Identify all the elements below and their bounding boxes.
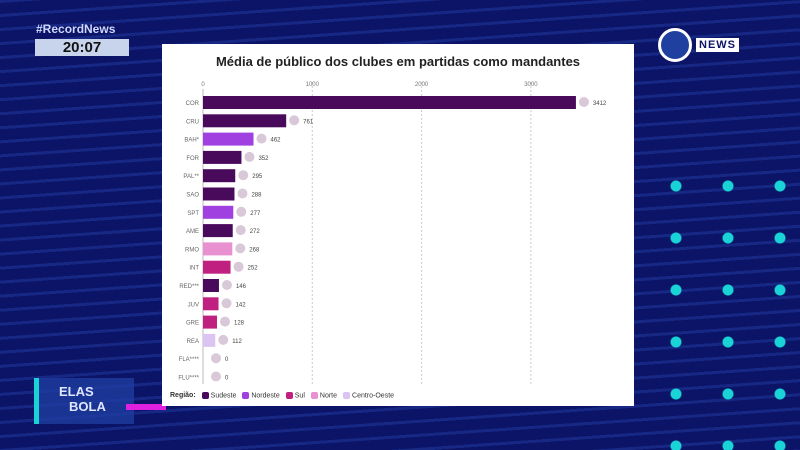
value-label: 277 <box>250 211 261 217</box>
record-logo-icon <box>658 28 692 62</box>
x-tick-label: 3000 <box>524 82 538 88</box>
bar <box>203 150 242 164</box>
club-crest-icon <box>211 371 221 382</box>
legend-swatch <box>242 392 250 399</box>
category-label: FOR <box>186 156 199 162</box>
channel-logo: NEWS <box>658 28 739 62</box>
value-label: 268 <box>249 247 260 253</box>
news-label: NEWS <box>696 38 739 52</box>
legend: Região: Sudeste Nordeste Sul Norte Centro-Oes… <box>170 392 394 399</box>
bar <box>203 96 576 109</box>
category-label: AME <box>186 229 199 235</box>
bar <box>203 114 287 128</box>
club-crest-icon <box>211 353 221 364</box>
program-logo: ELAS BOLA <box>34 378 134 424</box>
category-label: SPT <box>187 211 199 217</box>
legend-label: Sudeste <box>210 392 237 400</box>
chart-panel: 0 1000 2000 3000 COR 3412 CRU 761 BAH* 462 FOR 352 P… <box>162 44 634 406</box>
category-label: COR <box>186 101 200 107</box>
legend-swatch <box>201 392 209 399</box>
bar <box>203 224 233 238</box>
value-label: 3412 <box>593 101 607 107</box>
legend-swatch <box>285 392 293 399</box>
x-tick-label: 0 <box>201 82 205 88</box>
bar-chart: 0 1000 2000 3000 COR 3412 CRU 761 BAH* 462 FOR 352 P… <box>178 82 607 384</box>
value-label: 761 <box>303 119 314 125</box>
value-label: 128 <box>234 321 245 327</box>
category-label: BAH* <box>184 138 199 144</box>
value-label: 288 <box>251 193 262 199</box>
legend-item: Nordeste <box>242 392 280 400</box>
club-crest-icon <box>219 316 230 327</box>
bar <box>203 205 234 219</box>
category-label: FLA**** <box>179 357 200 363</box>
category-label: REA <box>187 339 199 345</box>
bar <box>203 187 235 201</box>
category-label: INT <box>189 266 199 272</box>
club-crest-icon <box>235 225 246 236</box>
value-label: 352 <box>258 156 269 162</box>
pink-bar <box>126 404 166 410</box>
legend-label: Centro-Oeste <box>352 392 395 400</box>
category-label: CRU <box>186 119 199 125</box>
club-crest-icon <box>235 243 246 254</box>
value-label: 295 <box>252 174 263 180</box>
club-crest-icon <box>221 298 232 309</box>
bar <box>203 132 254 146</box>
value-label: 0 <box>225 376 229 382</box>
bar <box>203 315 217 329</box>
legend-item: Sul <box>285 392 305 400</box>
x-tick-label: 1000 <box>306 82 320 88</box>
club-crest-icon <box>244 151 255 162</box>
bar <box>203 297 219 311</box>
legend-swatch <box>343 392 351 399</box>
club-crest-icon <box>289 115 300 126</box>
club-crest-icon <box>238 170 249 181</box>
bar <box>203 169 236 183</box>
category-label: SAO <box>186 193 199 199</box>
category-label: RED*** <box>179 284 199 290</box>
legend-item: Norte <box>310 392 338 400</box>
legend-label: Norte <box>319 392 338 400</box>
chart-title: Média de público dos clubes em partidas … <box>215 54 581 69</box>
club-crest-icon <box>221 280 232 290</box>
program-line-1: ELAS <box>59 384 94 399</box>
clock: 20:07 <box>35 39 129 56</box>
club-crest-icon <box>233 261 244 272</box>
club-crest-icon <box>236 206 247 217</box>
legend-item: Centro-Oeste <box>343 392 394 399</box>
x-tick-label: 2000 <box>415 82 429 88</box>
legend-title: Região: <box>170 392 196 400</box>
category-label: FLU**** <box>178 376 199 382</box>
value-label: 112 <box>232 339 242 345</box>
club-crest-icon <box>218 334 229 345</box>
value-label: 146 <box>236 284 247 290</box>
bar <box>203 242 233 256</box>
value-label: 462 <box>270 138 281 144</box>
category-label: GRE <box>186 321 199 327</box>
value-label: 0 <box>225 357 229 363</box>
hashtag: #RecordNews <box>36 22 116 36</box>
legend-swatch <box>310 392 318 399</box>
category-label: JUV <box>188 302 199 308</box>
value-label: 272 <box>250 229 261 235</box>
bar <box>203 279 219 292</box>
value-label: 252 <box>248 266 259 272</box>
bar <box>203 333 216 347</box>
club-crest-icon <box>578 97 589 107</box>
club-crest-icon <box>237 188 248 199</box>
value-label: 142 <box>236 302 247 308</box>
background-dots <box>650 160 800 450</box>
bar <box>203 260 231 274</box>
legend-label: Nordeste <box>251 392 280 400</box>
legend-label: Sul <box>294 392 305 400</box>
program-line-2: BOLA <box>69 399 106 414</box>
club-crest-icon <box>256 133 267 144</box>
category-label: PAL** <box>183 174 199 180</box>
legend-item: Sudeste <box>201 392 237 400</box>
category-label: RMO <box>185 247 199 253</box>
